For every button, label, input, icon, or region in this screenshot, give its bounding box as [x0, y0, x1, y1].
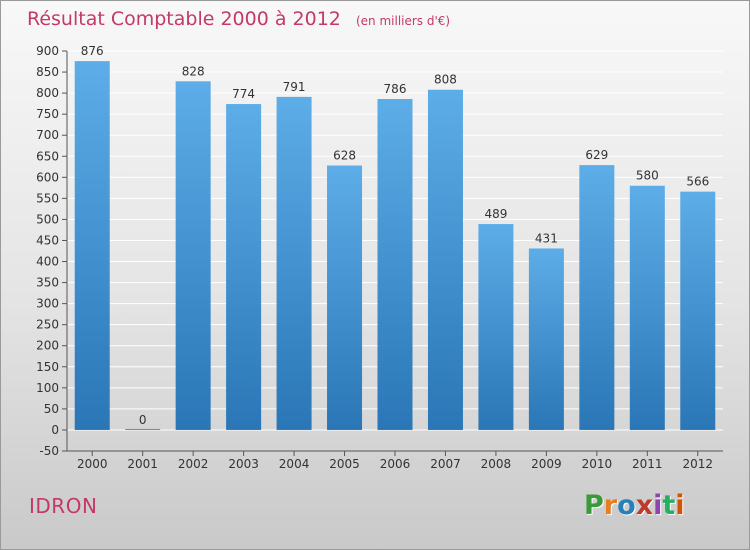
x-tick-label: 2006: [380, 457, 411, 471]
bar: [629, 185, 665, 430]
x-tick-label: 2009: [531, 457, 562, 471]
bar: [427, 89, 463, 430]
logo-letter: t: [662, 490, 676, 521]
chart-title: Résultat Comptable 2000 à 2012: [27, 8, 341, 30]
y-tick-label: 450: [36, 233, 59, 247]
y-tick-label: -50: [39, 444, 59, 458]
y-tick-label: 500: [36, 212, 59, 226]
bar: [579, 165, 615, 430]
value-label: 566: [686, 175, 709, 189]
logo-letter: r: [603, 490, 618, 521]
y-tick-label: 100: [36, 381, 59, 395]
value-label: 774: [232, 87, 255, 101]
x-tick-label: 2003: [228, 457, 259, 471]
value-label: 876: [81, 44, 104, 58]
y-tick-label: 50: [44, 402, 59, 416]
bar: [680, 191, 716, 430]
title-row: Résultat Comptable 2000 à 2012 (en milli…: [27, 8, 450, 30]
x-tick-label: 2008: [481, 457, 512, 471]
bar: [528, 248, 564, 430]
bar: [327, 165, 363, 430]
bar: [226, 104, 262, 430]
x-tick-label: 2001: [127, 457, 158, 471]
bar: [478, 224, 514, 430]
x-tick-label: 2007: [430, 457, 461, 471]
value-label: 580: [636, 169, 659, 183]
bar: [377, 99, 413, 430]
bars: [74, 61, 716, 430]
y-tick-label: 0: [51, 423, 59, 437]
x-tick-label: 2012: [682, 457, 713, 471]
chart-unit: (en milliers d'€): [355, 14, 451, 28]
value-label: 629: [585, 148, 608, 162]
proxiti-logo[interactable]: Proxiti: [584, 490, 685, 521]
x-tick-label: 2002: [178, 457, 209, 471]
value-label: 0: [139, 413, 147, 427]
value-label: 489: [484, 207, 507, 221]
x-tick-label: 2004: [279, 457, 310, 471]
commune-name: IDRON: [29, 494, 98, 518]
x-tick-label: 2011: [632, 457, 663, 471]
logo-letter: i: [653, 490, 663, 521]
bar: [276, 96, 312, 430]
y-tick-label: 700: [36, 128, 59, 142]
axes: [62, 50, 723, 456]
x-tick-label: 2010: [582, 457, 613, 471]
logo-letter: P: [584, 490, 604, 521]
value-label: 808: [434, 73, 457, 87]
y-tick-label: 200: [36, 339, 59, 353]
value-label: 628: [333, 149, 356, 163]
y-tick-label: 750: [36, 107, 59, 121]
y-tick-label: 250: [36, 318, 59, 332]
y-tick-label: 900: [36, 44, 59, 58]
value-label: 786: [384, 82, 407, 96]
bar: [125, 428, 161, 430]
value-label: 431: [535, 231, 558, 245]
logo-letter: i: [675, 490, 685, 521]
y-tick-label: 650: [36, 149, 59, 163]
logo-letter: o: [617, 490, 636, 521]
value-label: 828: [182, 64, 205, 78]
y-tick-label: 800: [36, 86, 59, 100]
x-tick-label: 2005: [329, 457, 360, 471]
bar: [74, 61, 110, 430]
bar: [175, 81, 211, 430]
x-tick-label: 2000: [77, 457, 108, 471]
y-tick-label: 350: [36, 276, 59, 290]
y-tick-label: 400: [36, 255, 59, 269]
labels: -50 0 50 100 150 200 250 300 350 400 450 500 550 600 6…: [36, 44, 713, 471]
logo-letter: x: [635, 490, 654, 521]
y-tick-label: 850: [36, 65, 59, 79]
y-tick-label: 150: [36, 360, 59, 374]
y-tick-label: 300: [36, 297, 59, 311]
y-tick-label: 550: [36, 191, 59, 205]
value-label: 791: [283, 80, 306, 94]
y-tick-label: 600: [36, 170, 59, 184]
